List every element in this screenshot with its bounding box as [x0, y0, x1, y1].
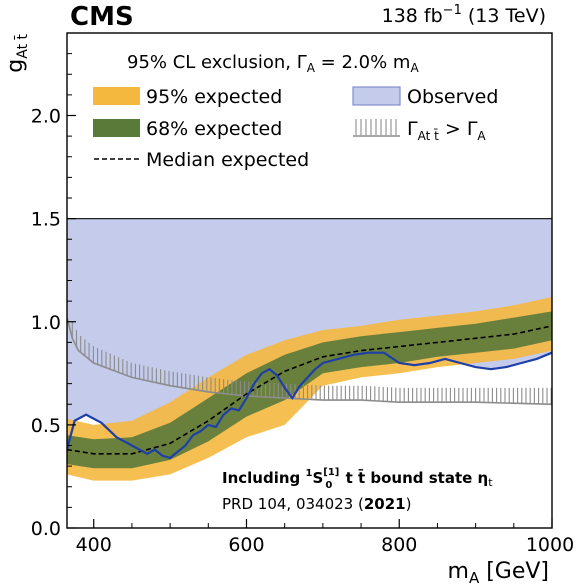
lumi-exponent: −1 — [443, 3, 462, 18]
x-tick-label: 600 — [228, 534, 264, 556]
y-axis-label: gAt t̄ — [3, 33, 31, 72]
y-tick-label: 2.0 — [31, 106, 61, 128]
luminosity-label: 138 fb−1 (13 TeV) — [382, 3, 546, 27]
bound-state-annotation: Including 1S[1] 0 t t̄ bound state ηt PRD… — [222, 467, 493, 513]
y-tick-label: 0.5 — [31, 415, 61, 437]
experiment-label: CMS — [70, 2, 134, 32]
legend: 95% CL exclusion, ΓA = 2.0% mA 95% expec… — [93, 52, 498, 171]
observed-limit-line — [67, 351, 552, 460]
x-tick-label: 400 — [76, 534, 112, 556]
annotation-line1: Including 1S[1] 0 t t̄ bound state ηt — [222, 467, 493, 491]
x-tick-label: 1000 — [526, 534, 574, 556]
y-axis-ticks: 0.0 0.5 1.0 1.5 2.0 — [31, 53, 76, 540]
band-68-expected — [67, 311, 552, 469]
lumi-value: 138 fb — [382, 5, 443, 27]
legend-label-median: Median expected — [146, 149, 309, 171]
legend-swatch-68 — [93, 119, 140, 137]
median-expected-line — [67, 325, 552, 455]
width-hatch-region — [71, 321, 552, 405]
legend-label-width: ΓAt t̄ > ΓA — [407, 118, 486, 143]
width-boundary-line — [67, 317, 552, 406]
y-tick-label: 1.0 — [31, 312, 61, 334]
legend-swatch-95 — [93, 87, 140, 105]
legend-label-95: 95% expected — [146, 86, 282, 108]
legend-swatch-observed — [352, 86, 401, 106]
y-tick-label: 1.5 — [31, 209, 61, 231]
x-axis-label: mA [GeV] — [448, 559, 550, 584]
y-tick-label: 0.0 — [31, 518, 61, 540]
x-axis-ticks: 400 600 800 1000 — [76, 519, 574, 556]
legend-label-observed: Observed — [407, 86, 498, 108]
legend-label-68: 68% expected — [146, 118, 282, 140]
lumi-energy: (13 TeV) — [462, 5, 546, 27]
x-tick-label: 800 — [381, 534, 417, 556]
legend-title: 95% CL exclusion, ΓA = 2.0% mA — [127, 52, 419, 75]
legend-swatch-width — [353, 119, 400, 137]
annotation-line2: PRD 104, 034023 (2021) — [222, 495, 411, 513]
